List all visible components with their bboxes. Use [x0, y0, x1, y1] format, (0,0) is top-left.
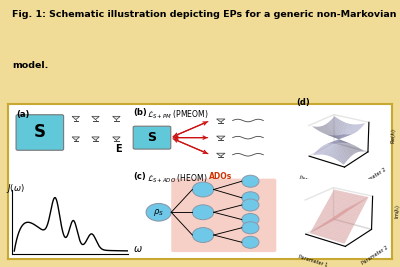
- Text: $\mathcal{L}_{S+ADO}$ (HEOM): $\mathcal{L}_{S+ADO}$ (HEOM): [147, 172, 207, 185]
- Text: $J(\omega)$: $J(\omega)$: [6, 182, 25, 195]
- Polygon shape: [72, 137, 80, 140]
- Circle shape: [146, 203, 171, 221]
- Polygon shape: [113, 137, 120, 140]
- Text: $\omega$: $\omega$: [133, 244, 142, 254]
- Polygon shape: [113, 116, 120, 120]
- Circle shape: [242, 199, 259, 211]
- Text: ADOs: ADOs: [209, 172, 232, 182]
- Polygon shape: [92, 116, 99, 120]
- Polygon shape: [92, 137, 99, 140]
- FancyBboxPatch shape: [171, 179, 276, 252]
- Text: (b): (b): [134, 108, 147, 117]
- Polygon shape: [216, 153, 225, 156]
- Circle shape: [242, 175, 259, 187]
- Text: S: S: [148, 131, 156, 144]
- Text: S: S: [34, 124, 46, 142]
- Circle shape: [192, 205, 214, 220]
- Text: $\mathcal{L}_{S+PM}$ (PMEOM): $\mathcal{L}_{S+PM}$ (PMEOM): [147, 108, 208, 121]
- Text: (d): (d): [297, 99, 310, 107]
- Circle shape: [242, 214, 259, 226]
- FancyBboxPatch shape: [133, 126, 171, 149]
- Text: (a): (a): [17, 109, 30, 119]
- Text: (c): (c): [134, 172, 146, 182]
- Polygon shape: [72, 116, 80, 120]
- Polygon shape: [216, 119, 225, 122]
- Circle shape: [242, 192, 259, 204]
- Circle shape: [192, 227, 214, 242]
- Circle shape: [242, 222, 259, 234]
- Text: Fig. 1: Schematic illustration depicting EPs for a generic non-Markovian open-sy: Fig. 1: Schematic illustration depicting…: [12, 10, 400, 19]
- FancyBboxPatch shape: [16, 115, 64, 150]
- Text: E: E: [116, 144, 122, 154]
- Circle shape: [192, 182, 214, 197]
- Polygon shape: [216, 136, 225, 139]
- X-axis label: Parameter 1: Parameter 1: [298, 254, 328, 267]
- Circle shape: [242, 236, 259, 248]
- Y-axis label: Parameter 2: Parameter 2: [361, 245, 389, 266]
- Text: model.: model.: [12, 61, 48, 70]
- X-axis label: Parameter 1: Parameter 1: [299, 175, 330, 189]
- Text: $\rho_S$: $\rho_S$: [153, 207, 164, 218]
- Y-axis label: Parameter 2: Parameter 2: [359, 167, 387, 187]
